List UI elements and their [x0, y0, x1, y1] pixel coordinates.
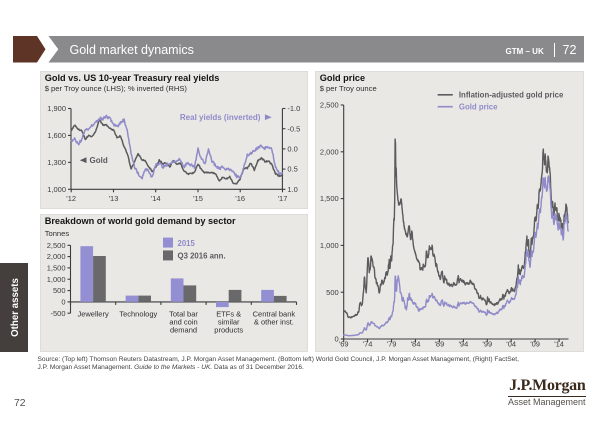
svg-text:-0.5: -0.5: [287, 124, 300, 133]
svg-text:500: 500: [53, 286, 66, 295]
svg-text:-1.0: -1.0: [287, 104, 300, 113]
svg-text:'13: '13: [109, 194, 119, 203]
svg-text:'12: '12: [66, 194, 76, 203]
svg-text:0: 0: [61, 298, 65, 307]
svg-text:demand: demand: [170, 326, 197, 335]
svg-text:Q3 2016 ann.: Q3 2016 ann.: [178, 252, 226, 261]
svg-text:Total bar: Total bar: [169, 309, 198, 318]
svg-text:'14: '14: [151, 194, 161, 203]
svg-text:Gold: Gold: [90, 156, 108, 165]
svg-text:Central bank: Central bank: [253, 309, 296, 318]
svg-text:'74: '74: [363, 339, 373, 348]
svg-text:& other inst.: & other inst.: [254, 318, 294, 327]
svg-text:0: 0: [335, 335, 339, 344]
svg-text:Real yields (inverted): Real yields (inverted): [180, 113, 261, 122]
svg-text:1,000: 1,000: [320, 241, 339, 250]
svg-text:2,000: 2,000: [47, 252, 66, 261]
svg-text:'69: '69: [339, 339, 349, 348]
svg-text:'17: '17: [278, 194, 288, 203]
svg-text:500: 500: [326, 288, 339, 297]
svg-text:'94: '94: [459, 339, 469, 348]
svg-text:ETFs &: ETFs &: [216, 309, 241, 318]
svg-text:Jewellery: Jewellery: [77, 309, 109, 318]
svg-text:Gold price: Gold price: [459, 103, 498, 112]
svg-text:2,000: 2,000: [320, 147, 339, 156]
svg-text:-500: -500: [50, 309, 65, 318]
svg-text:2015: 2015: [178, 239, 196, 248]
svg-text:1,300: 1,300: [47, 158, 66, 167]
svg-text:products: products: [214, 326, 243, 335]
svg-text:2,500: 2,500: [47, 241, 66, 250]
svg-text:'09: '09: [530, 339, 540, 348]
svg-text:similar: similar: [218, 318, 240, 327]
svg-text:'16: '16: [235, 194, 245, 203]
svg-text:0.5: 0.5: [287, 165, 297, 174]
svg-text:1,500: 1,500: [320, 194, 339, 203]
svg-text:1,000: 1,000: [47, 275, 66, 284]
svg-text:1,500: 1,500: [47, 264, 66, 273]
svg-text:'14: '14: [554, 339, 564, 348]
svg-text:'79: '79: [387, 339, 397, 348]
svg-text:and coin: and coin: [169, 318, 197, 327]
svg-text:Technology: Technology: [119, 309, 157, 318]
svg-text:Inflation-adjusted gold price: Inflation-adjusted gold price: [459, 91, 564, 100]
svg-text:'84: '84: [411, 339, 421, 348]
svg-text:'89: '89: [435, 339, 445, 348]
svg-text:1,000: 1,000: [47, 185, 66, 194]
svg-text:1,900: 1,900: [47, 104, 66, 113]
svg-text:'99: '99: [482, 339, 492, 348]
svg-text:1,600: 1,600: [47, 131, 66, 140]
svg-text:'04: '04: [506, 339, 516, 348]
svg-text:0.0: 0.0: [287, 145, 297, 154]
svg-text:'15: '15: [193, 194, 203, 203]
svg-text:1.0: 1.0: [287, 185, 297, 194]
svg-text:2,500: 2,500: [320, 101, 339, 110]
